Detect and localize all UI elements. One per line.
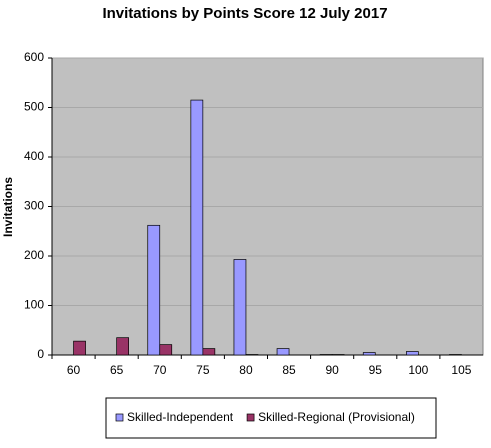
legend-swatch: [246, 413, 255, 422]
bar: [406, 351, 419, 356]
bar: [276, 348, 290, 356]
bar: [159, 344, 173, 356]
y-tick-label: 100: [24, 298, 44, 312]
x-tick-label: 100: [408, 363, 428, 377]
y-tick-label: 300: [24, 199, 44, 213]
y-tick-label: 400: [24, 149, 44, 163]
y-axis-label: Invitations: [1, 177, 15, 237]
x-tick-label: 90: [325, 363, 339, 377]
x-tick-label: 85: [282, 363, 296, 377]
x-tick-label: 105: [451, 363, 471, 377]
bar: [233, 259, 247, 356]
x-tick-label: 60: [67, 363, 81, 377]
bar: [362, 352, 376, 356]
y-tick-label: 500: [24, 100, 44, 114]
y-tick-label: 200: [24, 248, 44, 262]
bar: [116, 337, 130, 356]
bar: [73, 340, 86, 356]
y-tick-label: 0: [37, 347, 44, 361]
x-tick-label: 75: [196, 363, 210, 377]
y-tick-label: 600: [24, 50, 44, 64]
legend-label: Skilled-Independent: [127, 410, 234, 424]
bar: [202, 348, 216, 356]
bar: [190, 99, 204, 356]
x-tick-label: 95: [369, 363, 383, 377]
legend: [105, 397, 437, 439]
legend-label: Skilled-Regional (Provisional): [258, 410, 415, 424]
x-tick-label: 65: [110, 363, 124, 377]
legend-swatch: [115, 413, 124, 422]
chart-title: Invitations by Points Score 12 July 2017: [102, 5, 387, 22]
x-tick-label: 70: [153, 363, 167, 377]
x-tick-label: 80: [239, 363, 253, 377]
bar: [147, 224, 161, 356]
